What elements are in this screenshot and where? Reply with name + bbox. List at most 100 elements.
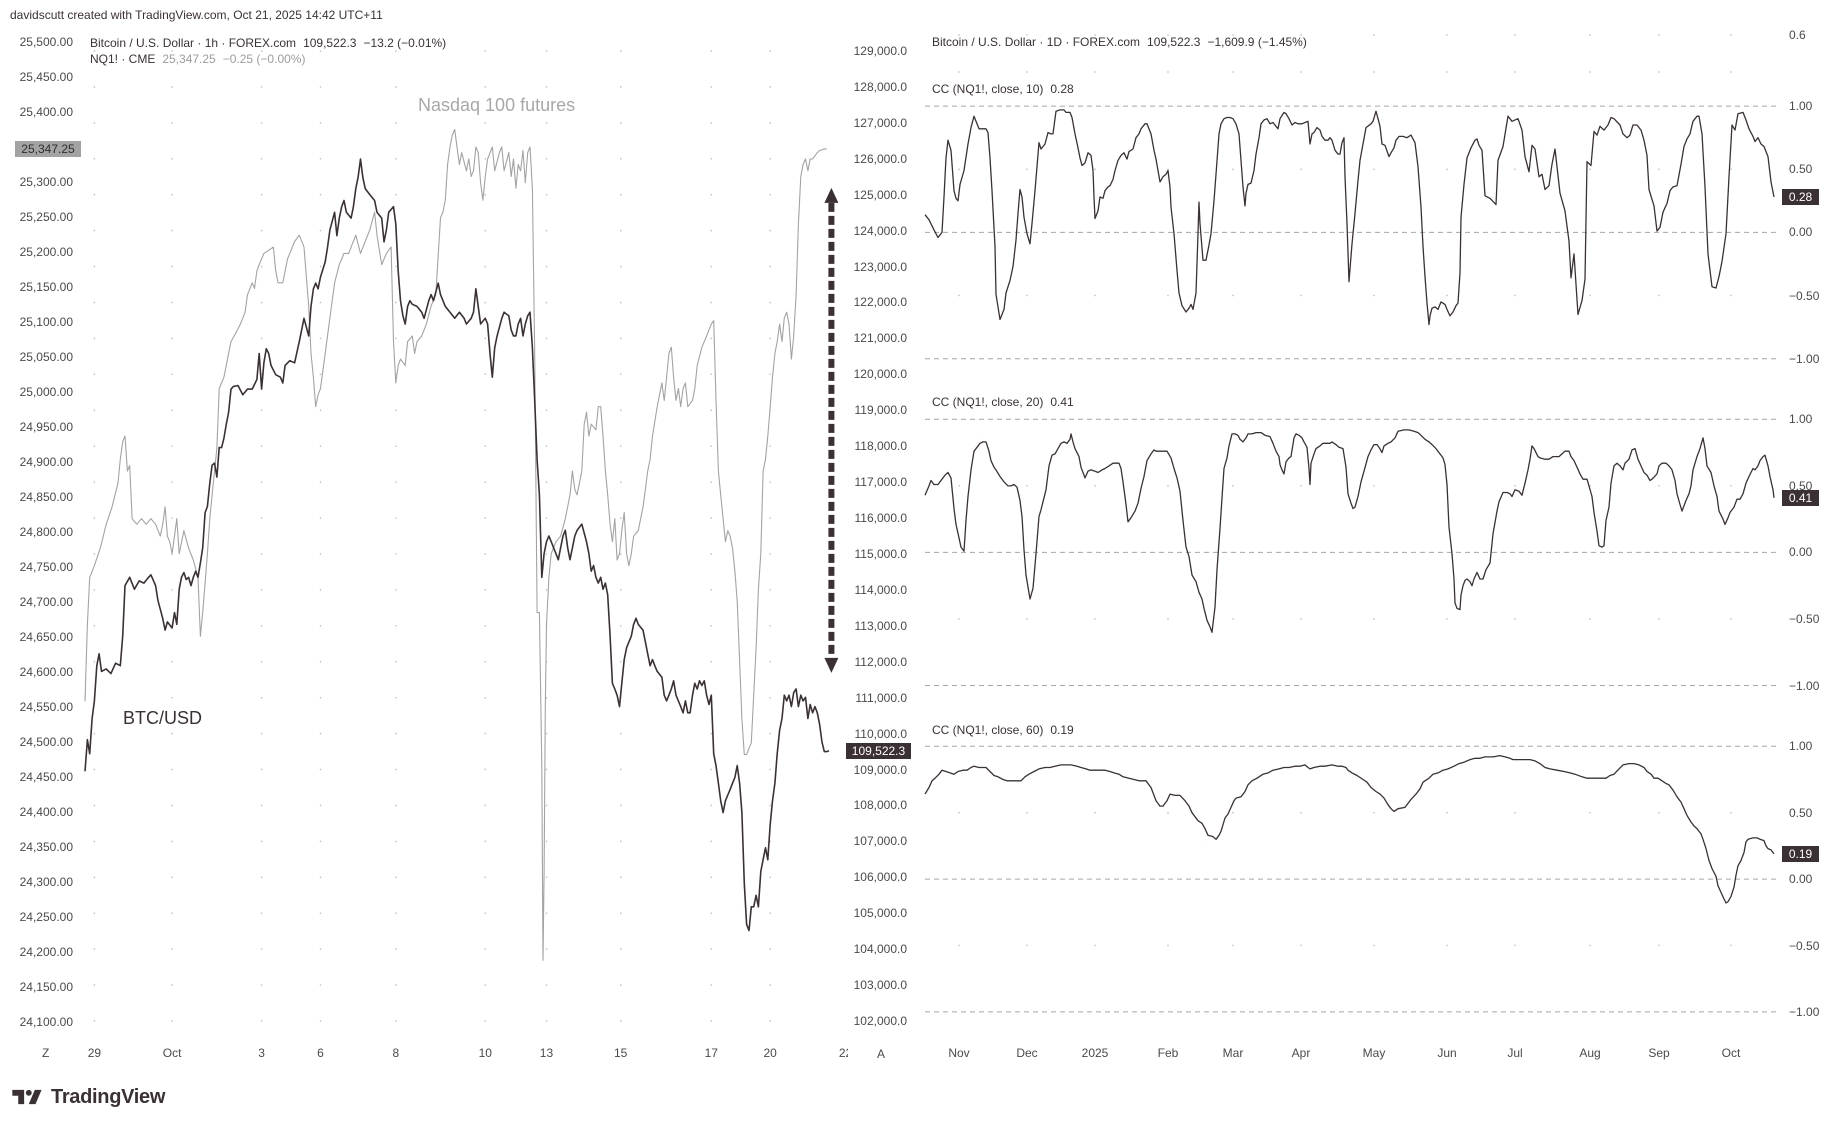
nq-price-axis-label: 25,300.00: [19, 175, 73, 189]
indicator-value: 0.41: [1050, 395, 1074, 409]
btc-last-price-badge: 109,522.3: [846, 742, 911, 759]
btc-price-axis-label: 111,000.0: [855, 690, 907, 705]
cc-axis-label: −0.50: [1789, 938, 1820, 953]
nq-price-axis-label: 25,150.00: [19, 280, 73, 294]
cc-axis-label: 0.50: [1789, 162, 1813, 177]
nq-price-axis-label: 24,550.00: [19, 700, 73, 714]
btc-price-axis-label: 116,000.0: [854, 511, 908, 526]
nq-last-price-badge: 25,347.25: [15, 140, 81, 157]
tradingview-logo: TradingView: [12, 1084, 165, 1110]
btc-price-axis-label: 124,000.0: [853, 223, 907, 238]
btc-price-axis-label: 122,000.0: [853, 295, 907, 310]
left-axis-corner-label: Z: [42, 1046, 50, 1060]
btc-price-axis-label: 127,000.0: [853, 115, 907, 130]
cc-axis-label: 0.50: [1789, 805, 1813, 820]
legend-overlay-symbol: NQ1! · CME: [90, 52, 156, 66]
legend-symbol: Bitcoin / U.S. Dollar · 1h · FOREX.com: [90, 36, 297, 50]
nq-price-axis-label: 24,150.00: [19, 980, 73, 994]
cc-axis-label: 0.00: [1789, 545, 1813, 560]
nq-price-axis-label: 24,900.00: [19, 455, 73, 469]
time-axis-label: Dec: [1016, 1046, 1038, 1060]
cc-axis-label: −1.00: [1789, 351, 1820, 366]
cc10-line: [924, 109, 1775, 326]
cc20-line: [924, 429, 1775, 633]
nq-price-axis-label: 24,500.00: [19, 735, 73, 749]
nq-price-axis-label: 24,400.00: [19, 805, 73, 819]
cc-axis-label: 1.00: [1789, 99, 1813, 114]
middle-axis-corner-label: A: [877, 1047, 886, 1061]
time-axis-label: 13: [539, 1046, 554, 1060]
nq-price-axis-label: 24,850.00: [19, 490, 73, 504]
btc-price-axis-label: 109,000.0: [853, 762, 907, 777]
btc-price-axis-label: 102,000.0: [853, 1014, 907, 1028]
btc-usd-line: [84, 158, 830, 932]
nq-price-axis-label: 25,250.00: [19, 210, 73, 224]
time-axis-label: 3: [258, 1046, 265, 1060]
cc-axis-label: −0.50: [1789, 288, 1820, 303]
time-axis-label: Jul: [1507, 1046, 1523, 1060]
time-axis-label: 8: [392, 1046, 400, 1060]
btc-price-axis-label: 113,000.0: [854, 618, 908, 633]
legend-price: 109,522.3: [303, 36, 357, 50]
cc-axis-label: 0.00: [1789, 225, 1813, 240]
btc-daily-axis-label: 0.6: [1789, 28, 1806, 42]
time-axis-label: 6: [317, 1046, 324, 1060]
btc-price-axis-label: 106,000.0: [853, 870, 907, 885]
btc-price-axis-label: 117,000.0: [854, 475, 908, 490]
right-time-axis: Nov Dec 2025 Feb Mar Apr May Jun Jul Aug Sep Oct: [925, 1045, 1838, 1061]
time-axis-label: 29: [87, 1046, 102, 1060]
left-grid-dots: [93, 50, 771, 1022]
btc-price-axis-label: 120,000.0: [853, 367, 907, 382]
btc-price-axis-label: 128,000.0: [853, 79, 907, 94]
legend-overlay-change: −0.25 (−0.00%): [222, 52, 306, 66]
btc-price-axis-label: 108,000.0: [853, 798, 907, 813]
left-legend-overlay-row: NQ1! · CME 25,347.25 −0.25 (−0.00%): [90, 51, 305, 67]
cc-axis-label: −1.00: [1789, 1004, 1820, 1019]
time-axis-label: Mar: [1222, 1046, 1244, 1060]
time-axis-label: May: [1362, 1046, 1386, 1060]
nq-price-axis-label: 24,650.00: [19, 630, 73, 644]
btc-price-axis-label: 103,000.0: [853, 978, 907, 993]
tradingview-logo-text: TradingView: [51, 1085, 166, 1108]
nq-price-axis-label: 24,600.00: [19, 665, 73, 679]
legend-symbol: Bitcoin / U.S. Dollar · 1D · FOREX.com: [932, 35, 1141, 49]
time-axis-label: 20: [763, 1046, 777, 1060]
indicator-name: CC (NQ1!, close, 60): [932, 723, 1044, 737]
time-axis-label: 22: [838, 1046, 848, 1060]
nq1-futures-line: [84, 128, 827, 961]
time-axis-label: 17: [704, 1046, 718, 1060]
cc-axis-label: −1.00: [1789, 678, 1820, 693]
nq-price-axis-label: 24,450.00: [19, 770, 73, 784]
cc-axis-label: 1.00: [1789, 739, 1813, 754]
time-axis-label: Aug: [1579, 1046, 1601, 1060]
cc60-line: [924, 754, 1775, 904]
cc20-panel: [924, 418, 1776, 686]
nq-price-axis-label: 24,250.00: [19, 910, 73, 924]
nq-price-axis-label: 25,500.00: [19, 35, 73, 49]
indicator-name: CC (NQ1!, close, 10): [932, 82, 1044, 96]
nq-price-axis-label: 24,350.00: [19, 840, 73, 854]
tradingview-logo-icon: [12, 1089, 42, 1105]
cc-axis-label: 0.50: [1789, 478, 1813, 493]
btc-price-axis-label: 121,000.0: [853, 331, 907, 346]
nq-price-axis-label: 24,700.00: [19, 595, 73, 609]
cc20-title: CC (NQ1!, close, 20) 0.41: [932, 394, 1074, 410]
time-axis-label: 2025: [1081, 1046, 1109, 1060]
right-grid-dots: [958, 34, 1732, 947]
nq-price-axis-label: 25,000.00: [19, 385, 73, 399]
btc-price-axis-label: 114,000.0: [854, 582, 908, 597]
btc-price-axis-label: 123,000.0: [853, 259, 907, 274]
cc60-title: CC (NQ1!, close, 60) 0.19: [932, 722, 1074, 738]
arrow-up-icon: [824, 187, 839, 203]
indicator-value: 0.28: [1050, 82, 1074, 96]
double-arrow-annotation: [824, 187, 839, 673]
cc10-panel: [924, 105, 1776, 360]
btc-price-axis-label: 105,000.0: [853, 906, 907, 921]
btc-price-axis-label: 129,000.0: [853, 44, 907, 58]
arrow-down-icon: [824, 657, 839, 673]
left-legend-main-row: Bitcoin / U.S. Dollar · 1h · FOREX.com 10…: [90, 35, 446, 51]
btc-annotation: BTC/USD: [123, 708, 203, 728]
nq-price-axis-label: 25,450.00: [19, 70, 73, 84]
